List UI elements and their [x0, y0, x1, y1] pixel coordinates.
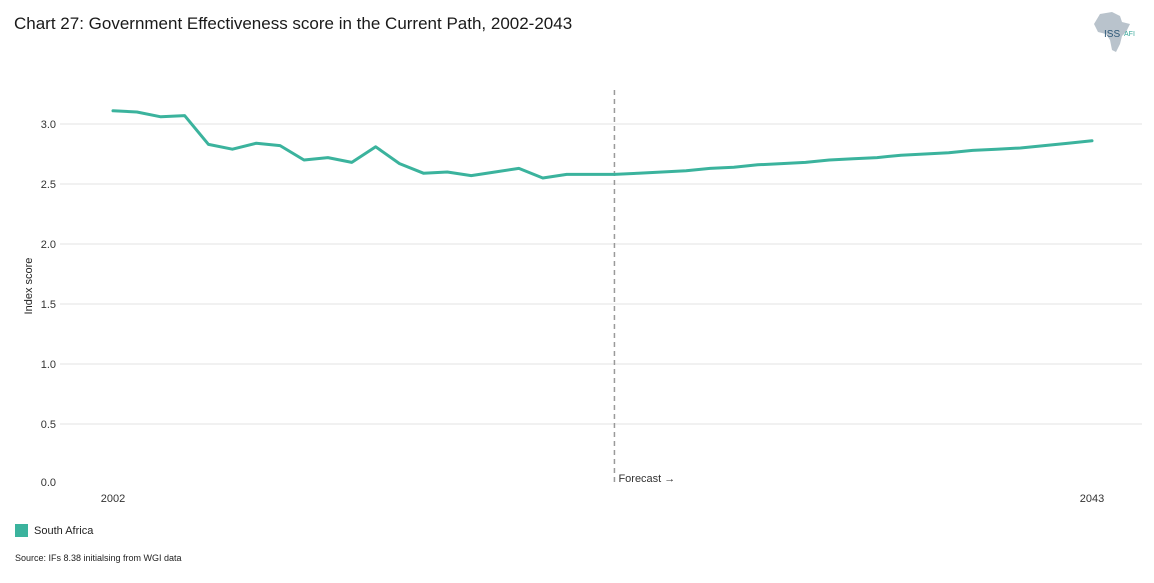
- y-tick-label: 2.0: [41, 239, 56, 251]
- y-tick-label: 3.0: [41, 119, 56, 131]
- y-tick-label: 0.0: [41, 477, 56, 489]
- y-tick-label: 0.5: [41, 419, 56, 431]
- forecast-label: Forecast →: [618, 473, 675, 485]
- legend-label: South Africa: [34, 524, 94, 537]
- y-tick-labels: 0.0 0.5 1.0 1.5 2.0 2.5 3.0: [41, 119, 56, 489]
- legend: South Africa: [15, 524, 93, 537]
- source-note: Source: IFs 8.38 initialsing from WGI da…: [15, 553, 182, 563]
- y-tick-label: 1.0: [41, 359, 56, 371]
- grid-lines: [60, 123, 1142, 425]
- series-line-south-africa: [111, 109, 1094, 180]
- y-axis-title: Index score: [23, 258, 35, 315]
- y-tick-label: 2.5: [41, 179, 56, 191]
- x-tick-label: 2002: [101, 493, 125, 505]
- chart-title: Chart 27: Government Effectiveness score…: [14, 14, 573, 33]
- logo-text: ISS: [1104, 29, 1121, 40]
- legend-swatch: [15, 524, 28, 537]
- y-tick-label: 1.5: [41, 299, 56, 311]
- africa-map-icon: [1094, 12, 1130, 52]
- x-tick-label: 2043: [1080, 493, 1104, 505]
- x-tick-labels: 2002 2043: [101, 493, 1104, 505]
- logo-subtext: AFI: [1124, 31, 1135, 38]
- series-layer: [111, 109, 1094, 180]
